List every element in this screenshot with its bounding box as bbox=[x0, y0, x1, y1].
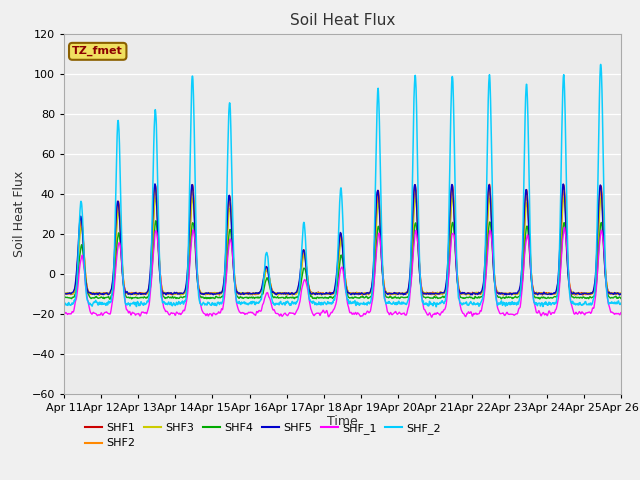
Title: Soil Heat Flux: Soil Heat Flux bbox=[290, 13, 395, 28]
X-axis label: Time: Time bbox=[327, 415, 358, 429]
Legend: SHF1, SHF2, SHF3, SHF4, SHF5, SHF_1, SHF_2: SHF1, SHF2, SHF3, SHF4, SHF5, SHF_1, SHF… bbox=[81, 419, 445, 453]
Text: TZ_fmet: TZ_fmet bbox=[72, 46, 123, 57]
Y-axis label: Soil Heat Flux: Soil Heat Flux bbox=[13, 170, 26, 257]
